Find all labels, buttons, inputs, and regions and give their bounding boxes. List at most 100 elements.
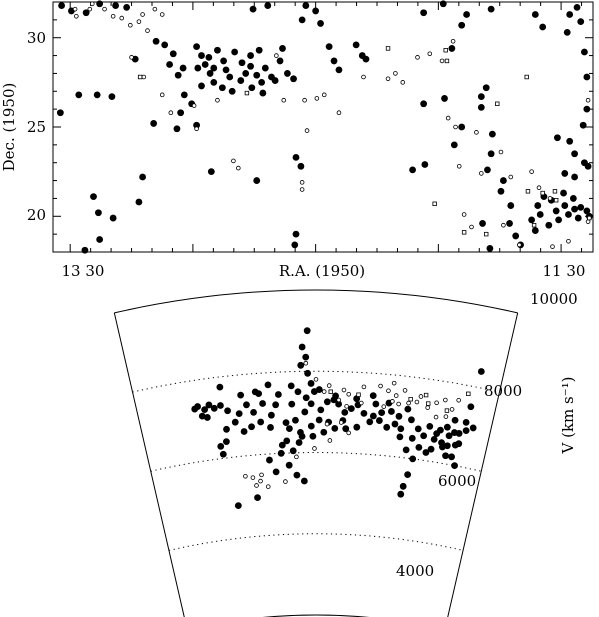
wedge-point — [201, 406, 209, 414]
sky-point — [297, 162, 305, 170]
wedge-point — [399, 482, 407, 490]
sky-point — [72, 6, 78, 12]
sky-point — [206, 70, 214, 77]
wedge-point — [338, 420, 344, 425]
r-tick-label-6000: 6000 — [438, 472, 476, 490]
wedge-point — [451, 429, 458, 436]
x-tick-label-11-30: 11 30 — [543, 262, 586, 280]
sky-point — [108, 93, 116, 101]
sky-point — [231, 48, 239, 56]
wedge-point — [320, 428, 328, 436]
sky-point — [571, 205, 578, 213]
wedge-point — [372, 400, 380, 408]
wedge-point — [191, 405, 199, 413]
sky-point — [302, 2, 310, 9]
wedge-point — [224, 407, 231, 415]
sky-point — [585, 219, 591, 224]
wedge-point — [391, 420, 399, 428]
wedge-point — [341, 387, 347, 393]
sky-point — [304, 128, 310, 133]
wedge-point — [426, 401, 431, 406]
top-panel-frame — [52, 1, 594, 253]
sky-point — [498, 149, 504, 155]
sky-point — [152, 37, 160, 45]
wedge-point — [443, 397, 448, 403]
wedge-point — [335, 400, 343, 408]
wedge-point — [272, 401, 280, 409]
wedge-point — [369, 392, 377, 400]
wedge-frame — [113, 289, 519, 617]
sky-point — [458, 21, 466, 29]
sky-point — [415, 55, 420, 60]
sky-point — [482, 84, 490, 92]
sky-point — [292, 230, 300, 238]
wedge-point — [324, 421, 330, 427]
sky-point — [443, 48, 448, 53]
sky-point — [525, 189, 531, 194]
wedge-point — [451, 462, 458, 470]
wedge-point — [285, 425, 293, 432]
sky-point — [444, 58, 450, 64]
velocity-arc — [168, 533, 464, 551]
sky-point — [450, 141, 458, 149]
wedge-point — [317, 406, 325, 414]
sky-point — [487, 150, 495, 158]
sky-point — [173, 125, 181, 133]
sky-point — [361, 74, 366, 80]
sky-point — [169, 50, 177, 58]
wedge-point — [445, 432, 453, 440]
sky-point — [536, 211, 544, 218]
wedge-point — [404, 405, 412, 413]
sky-point — [393, 71, 398, 76]
sky-point — [247, 52, 254, 59]
sky-point — [314, 96, 320, 101]
sky-point — [583, 207, 591, 215]
wedge-point — [369, 412, 377, 420]
sky-point — [362, 55, 370, 63]
wedge-point — [381, 404, 387, 409]
sky-point — [420, 9, 428, 17]
wedge-point — [391, 380, 397, 386]
sky-point — [128, 22, 133, 28]
wedge-point — [422, 449, 430, 456]
wedge-point — [409, 455, 417, 463]
sky-point — [166, 61, 173, 68]
wedge-point — [243, 401, 250, 409]
top-axis-ticks — [53, 1, 593, 253]
wedge-point — [250, 475, 256, 480]
wedge-inner-arc — [262, 614, 370, 617]
velocity-arc — [150, 452, 482, 472]
sky-point — [284, 70, 291, 77]
wedge-point — [203, 414, 211, 421]
wedge-point — [321, 389, 327, 394]
wedge-point — [420, 432, 428, 440]
sky-point — [109, 214, 117, 222]
wedge-point — [443, 442, 451, 450]
wedge-point — [448, 453, 455, 461]
sky-point — [274, 53, 279, 58]
sky-point — [75, 91, 83, 99]
sky-point — [214, 46, 221, 54]
wedge-left-edge — [113, 312, 185, 617]
sky-point — [312, 7, 320, 15]
wedge-point — [346, 391, 352, 397]
sky-point — [529, 169, 534, 174]
wedge-point — [414, 399, 420, 405]
wedge-point — [278, 441, 286, 449]
wedge-point — [378, 383, 383, 389]
wedge-point — [462, 418, 470, 426]
sky-point — [461, 212, 467, 217]
wedge-point — [219, 450, 227, 458]
sky-point — [96, 0, 104, 8]
bottom-panel: 10000 8000 6000 4000 V (km s⁻¹) — [113, 289, 578, 617]
top-panel: 30 25 20 13 30 11 30 R.A. (1950) Dec. (1… — [0, 0, 594, 280]
sky-point — [58, 2, 65, 9]
sky-point — [531, 11, 539, 18]
sky-point — [507, 202, 515, 209]
sky-point — [135, 198, 143, 206]
sky-point — [531, 223, 537, 228]
sky-point — [228, 87, 236, 95]
sky-point — [577, 18, 585, 26]
wedge-point — [289, 447, 297, 455]
